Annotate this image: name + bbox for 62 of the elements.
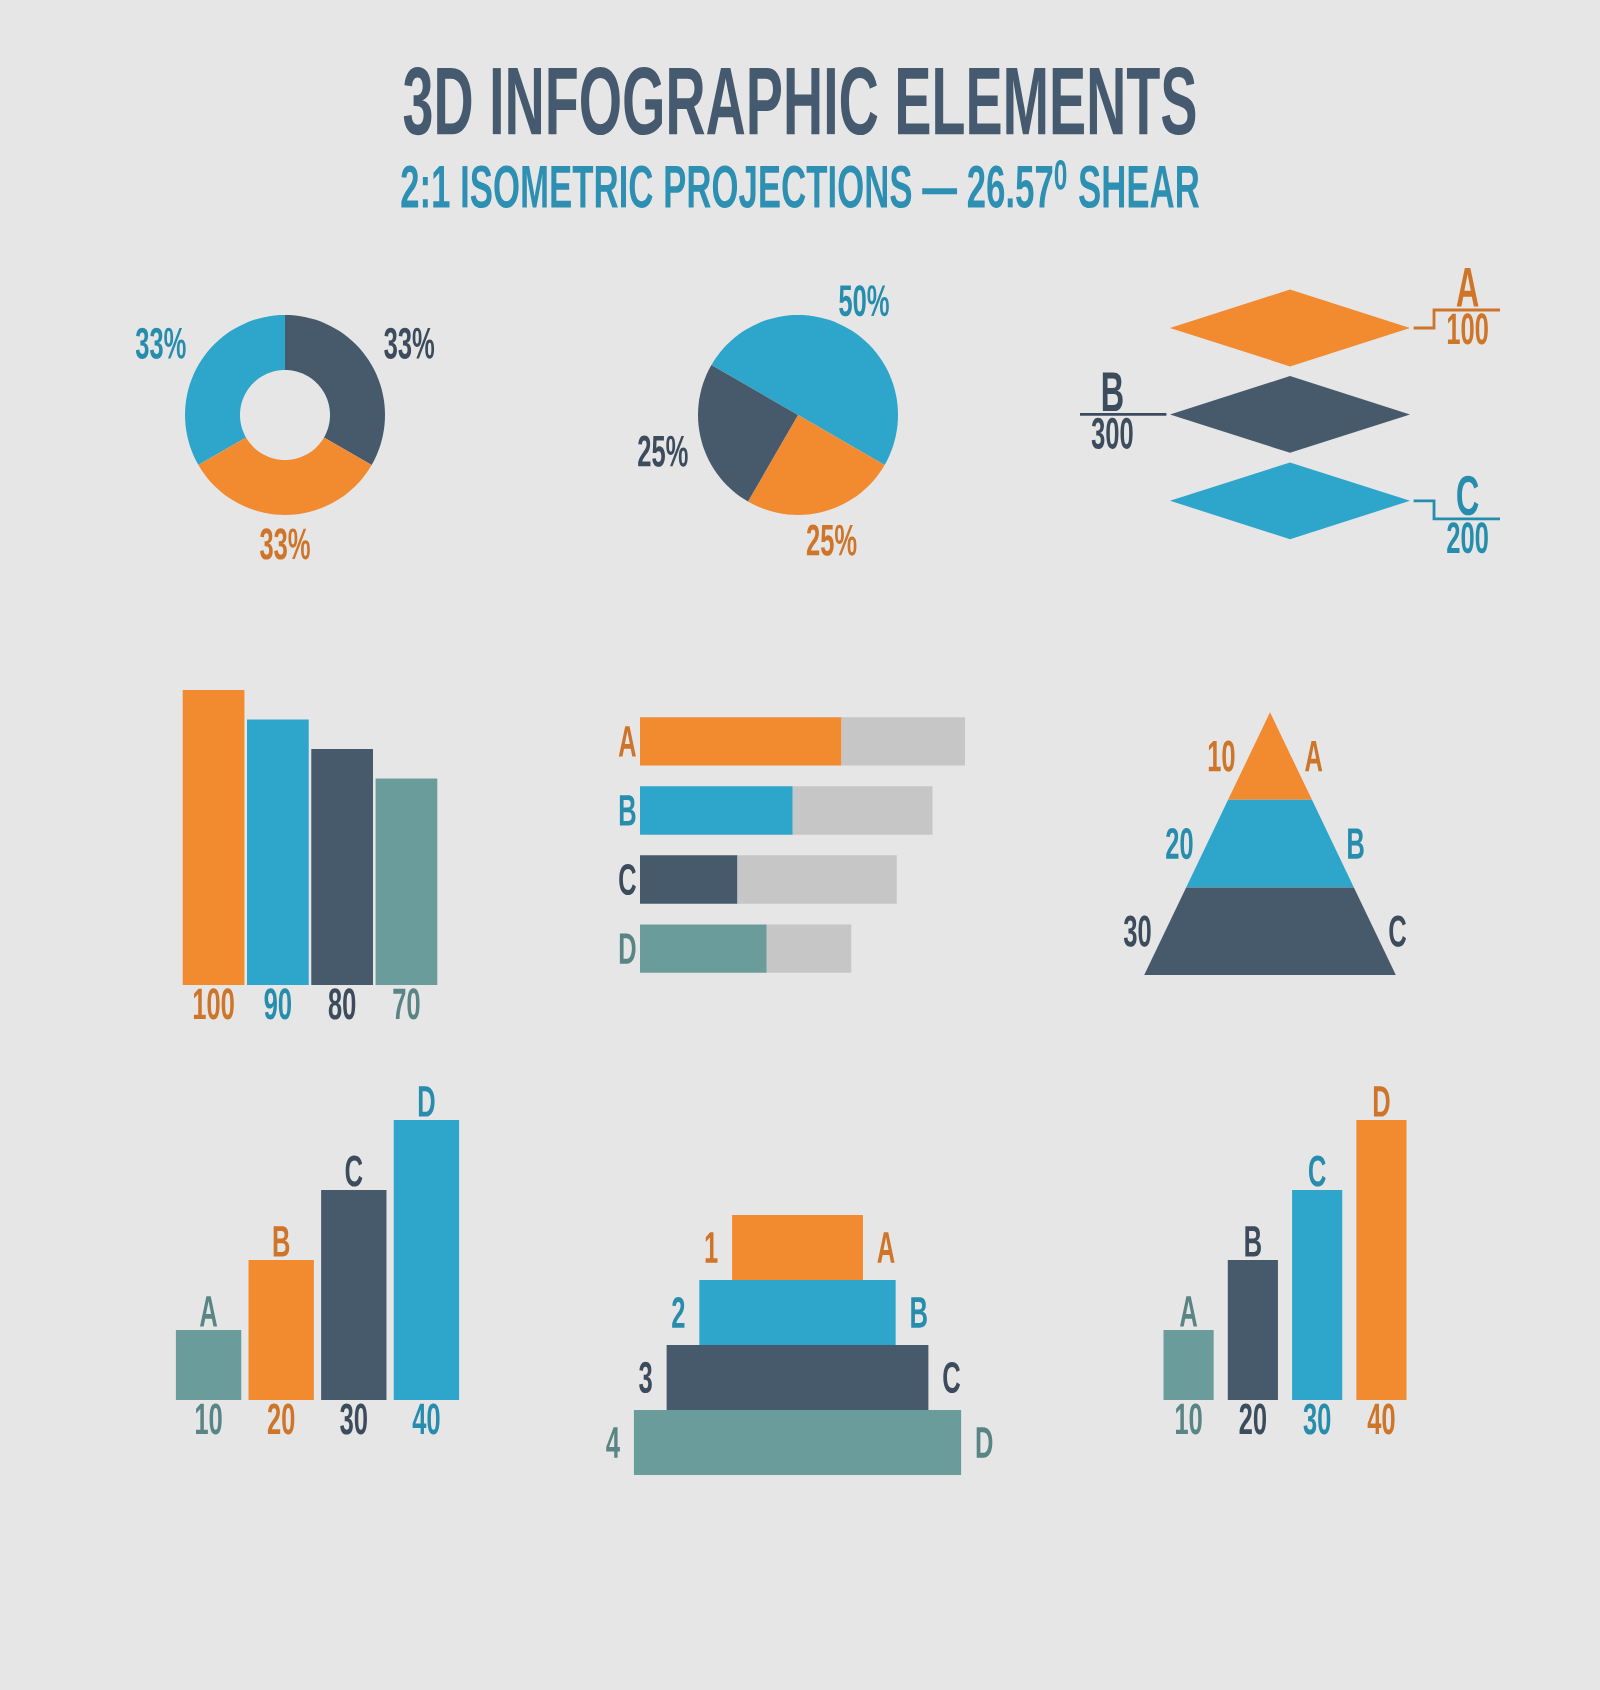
data-label: 30 xyxy=(340,1403,367,1435)
category-label: D xyxy=(976,1427,993,1458)
data-label: 2 xyxy=(672,1297,685,1328)
y-tick-label: A xyxy=(618,726,636,757)
category-label: A xyxy=(1456,268,1479,307)
bar xyxy=(640,855,738,904)
bar xyxy=(1292,1190,1343,1400)
bar xyxy=(247,719,309,985)
bar xyxy=(321,1190,387,1400)
bar xyxy=(792,786,933,835)
data-label: 10 xyxy=(1208,740,1235,772)
data-label: 20 xyxy=(1166,828,1193,860)
data-label: 25% xyxy=(638,435,688,467)
data-label: 300 xyxy=(1091,417,1133,450)
y-tick-label: C xyxy=(619,863,636,896)
data-label: 40 xyxy=(412,1403,440,1435)
data-label: 70 xyxy=(393,988,420,1020)
data-label: 40 xyxy=(1367,1403,1395,1435)
bar xyxy=(248,1259,314,1400)
bar xyxy=(640,717,842,766)
data-label: 30 xyxy=(1303,1403,1331,1435)
bar xyxy=(841,717,966,766)
data-label: 100 xyxy=(193,988,234,1020)
data-label: 200 xyxy=(1447,522,1488,554)
bar xyxy=(1227,1259,1278,1400)
category-label: A xyxy=(1305,740,1323,772)
bar xyxy=(1163,1330,1214,1400)
bar xyxy=(737,855,897,904)
data-label: 33% xyxy=(135,327,186,359)
data-label: 80 xyxy=(328,988,356,1020)
data-label: 4 xyxy=(606,1427,620,1458)
bar xyxy=(1356,1120,1407,1400)
data-label: 10 xyxy=(195,1403,222,1435)
data-label: 50% xyxy=(839,285,889,317)
data-label: 20 xyxy=(1239,1403,1267,1435)
category-label: C xyxy=(943,1361,961,1394)
data-label: 90 xyxy=(264,988,291,1020)
bar xyxy=(175,1330,242,1400)
category-label: C xyxy=(1457,475,1479,516)
category-label: B xyxy=(1348,828,1364,859)
data-label: 10 xyxy=(1175,1403,1202,1435)
bar xyxy=(393,1120,460,1400)
data-label: 25% xyxy=(806,524,857,556)
bar xyxy=(182,689,245,985)
category-label: B xyxy=(1102,372,1123,411)
data-label: 100 xyxy=(1447,313,1488,345)
bar xyxy=(640,786,793,835)
bar xyxy=(766,924,852,973)
bar xyxy=(311,748,373,985)
category-label: C xyxy=(1389,915,1407,947)
text: 3D INFOGRAPHIC ELEMENTS xyxy=(403,67,1196,136)
data-label: 1 xyxy=(705,1232,718,1263)
data-label: 30 xyxy=(1123,915,1151,947)
bar xyxy=(375,778,438,985)
bar xyxy=(640,924,767,973)
y-tick-label: B xyxy=(619,795,636,826)
data-label: 20 xyxy=(267,1403,295,1435)
data-label: 33% xyxy=(384,327,435,359)
data-label: 33% xyxy=(260,528,310,560)
text: 2:1 ISOMETRIC PROJECTIONS — 26.57$^{0}$ SHEAR xyxy=(401,159,1200,208)
y-tick-label: D xyxy=(619,933,636,964)
data-label: 3 xyxy=(639,1361,652,1394)
